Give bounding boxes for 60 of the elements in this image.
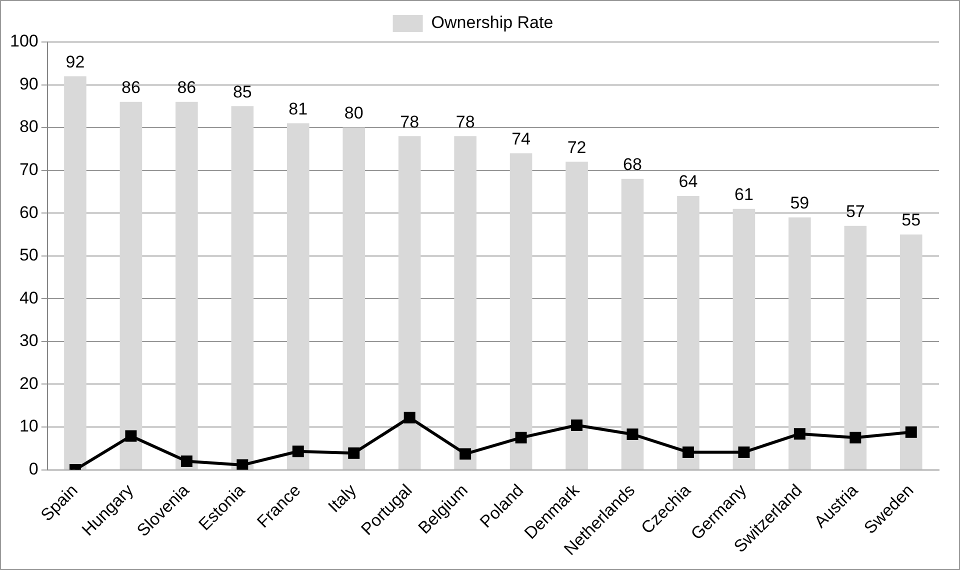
legend-label: Ownership Rate	[431, 13, 554, 32]
y-tick-label: 20	[19, 374, 38, 393]
bar	[900, 234, 922, 470]
bar	[454, 136, 476, 470]
data-label: 74	[512, 129, 531, 148]
point	[460, 448, 472, 460]
point	[404, 412, 416, 424]
bar	[732, 208, 756, 470]
data-label: 78	[456, 112, 475, 132]
point	[682, 446, 694, 458]
data-label: 78	[400, 112, 420, 132]
bar	[286, 123, 310, 470]
y-tick-label: 10	[19, 416, 38, 436]
data-label: 86	[177, 78, 196, 98]
data-label: 85	[232, 82, 252, 102]
bar	[566, 162, 588, 470]
y-tick-label: 40	[19, 288, 38, 308]
bar	[844, 226, 867, 470]
y-tick-label: 50	[19, 246, 38, 265]
point	[571, 420, 583, 432]
point	[292, 446, 304, 458]
bar	[64, 76, 86, 470]
data-label: 72	[567, 138, 586, 157]
point	[236, 459, 248, 470]
data-label: 68	[623, 155, 642, 174]
point	[180, 455, 192, 467]
point	[905, 426, 917, 438]
point	[626, 428, 638, 440]
bar	[788, 217, 811, 470]
data-label: 86	[121, 78, 140, 98]
point	[515, 432, 527, 444]
x-tick-label: Italy	[324, 480, 360, 516]
bar	[621, 178, 644, 470]
point	[850, 432, 862, 444]
bar	[398, 136, 421, 470]
data-label: 64	[678, 172, 698, 192]
y-tick-label: 60	[19, 202, 38, 222]
point	[348, 447, 360, 459]
y-tick-label: 0	[28, 459, 38, 478]
y-tick-label: 80	[19, 117, 38, 136]
data-label: 81	[288, 99, 308, 118]
data-label: 55	[902, 210, 921, 230]
data-label: 80	[344, 104, 364, 123]
bar	[231, 106, 254, 470]
data-label: 57	[846, 202, 865, 222]
bar	[510, 153, 532, 470]
y-tick-label: 90	[19, 74, 38, 94]
data-label: 92	[66, 52, 85, 72]
point	[794, 428, 806, 440]
bar	[342, 128, 366, 470]
bar	[176, 102, 198, 470]
y-tick-label: 100	[10, 32, 38, 51]
y-tick-label: 30	[19, 331, 38, 350]
bar	[677, 196, 700, 470]
data-label: 61	[734, 185, 754, 204]
data-label: 59	[790, 194, 810, 213]
bar	[120, 102, 142, 470]
y-tick-label: 70	[19, 160, 38, 180]
point	[738, 446, 750, 458]
point	[125, 430, 137, 442]
